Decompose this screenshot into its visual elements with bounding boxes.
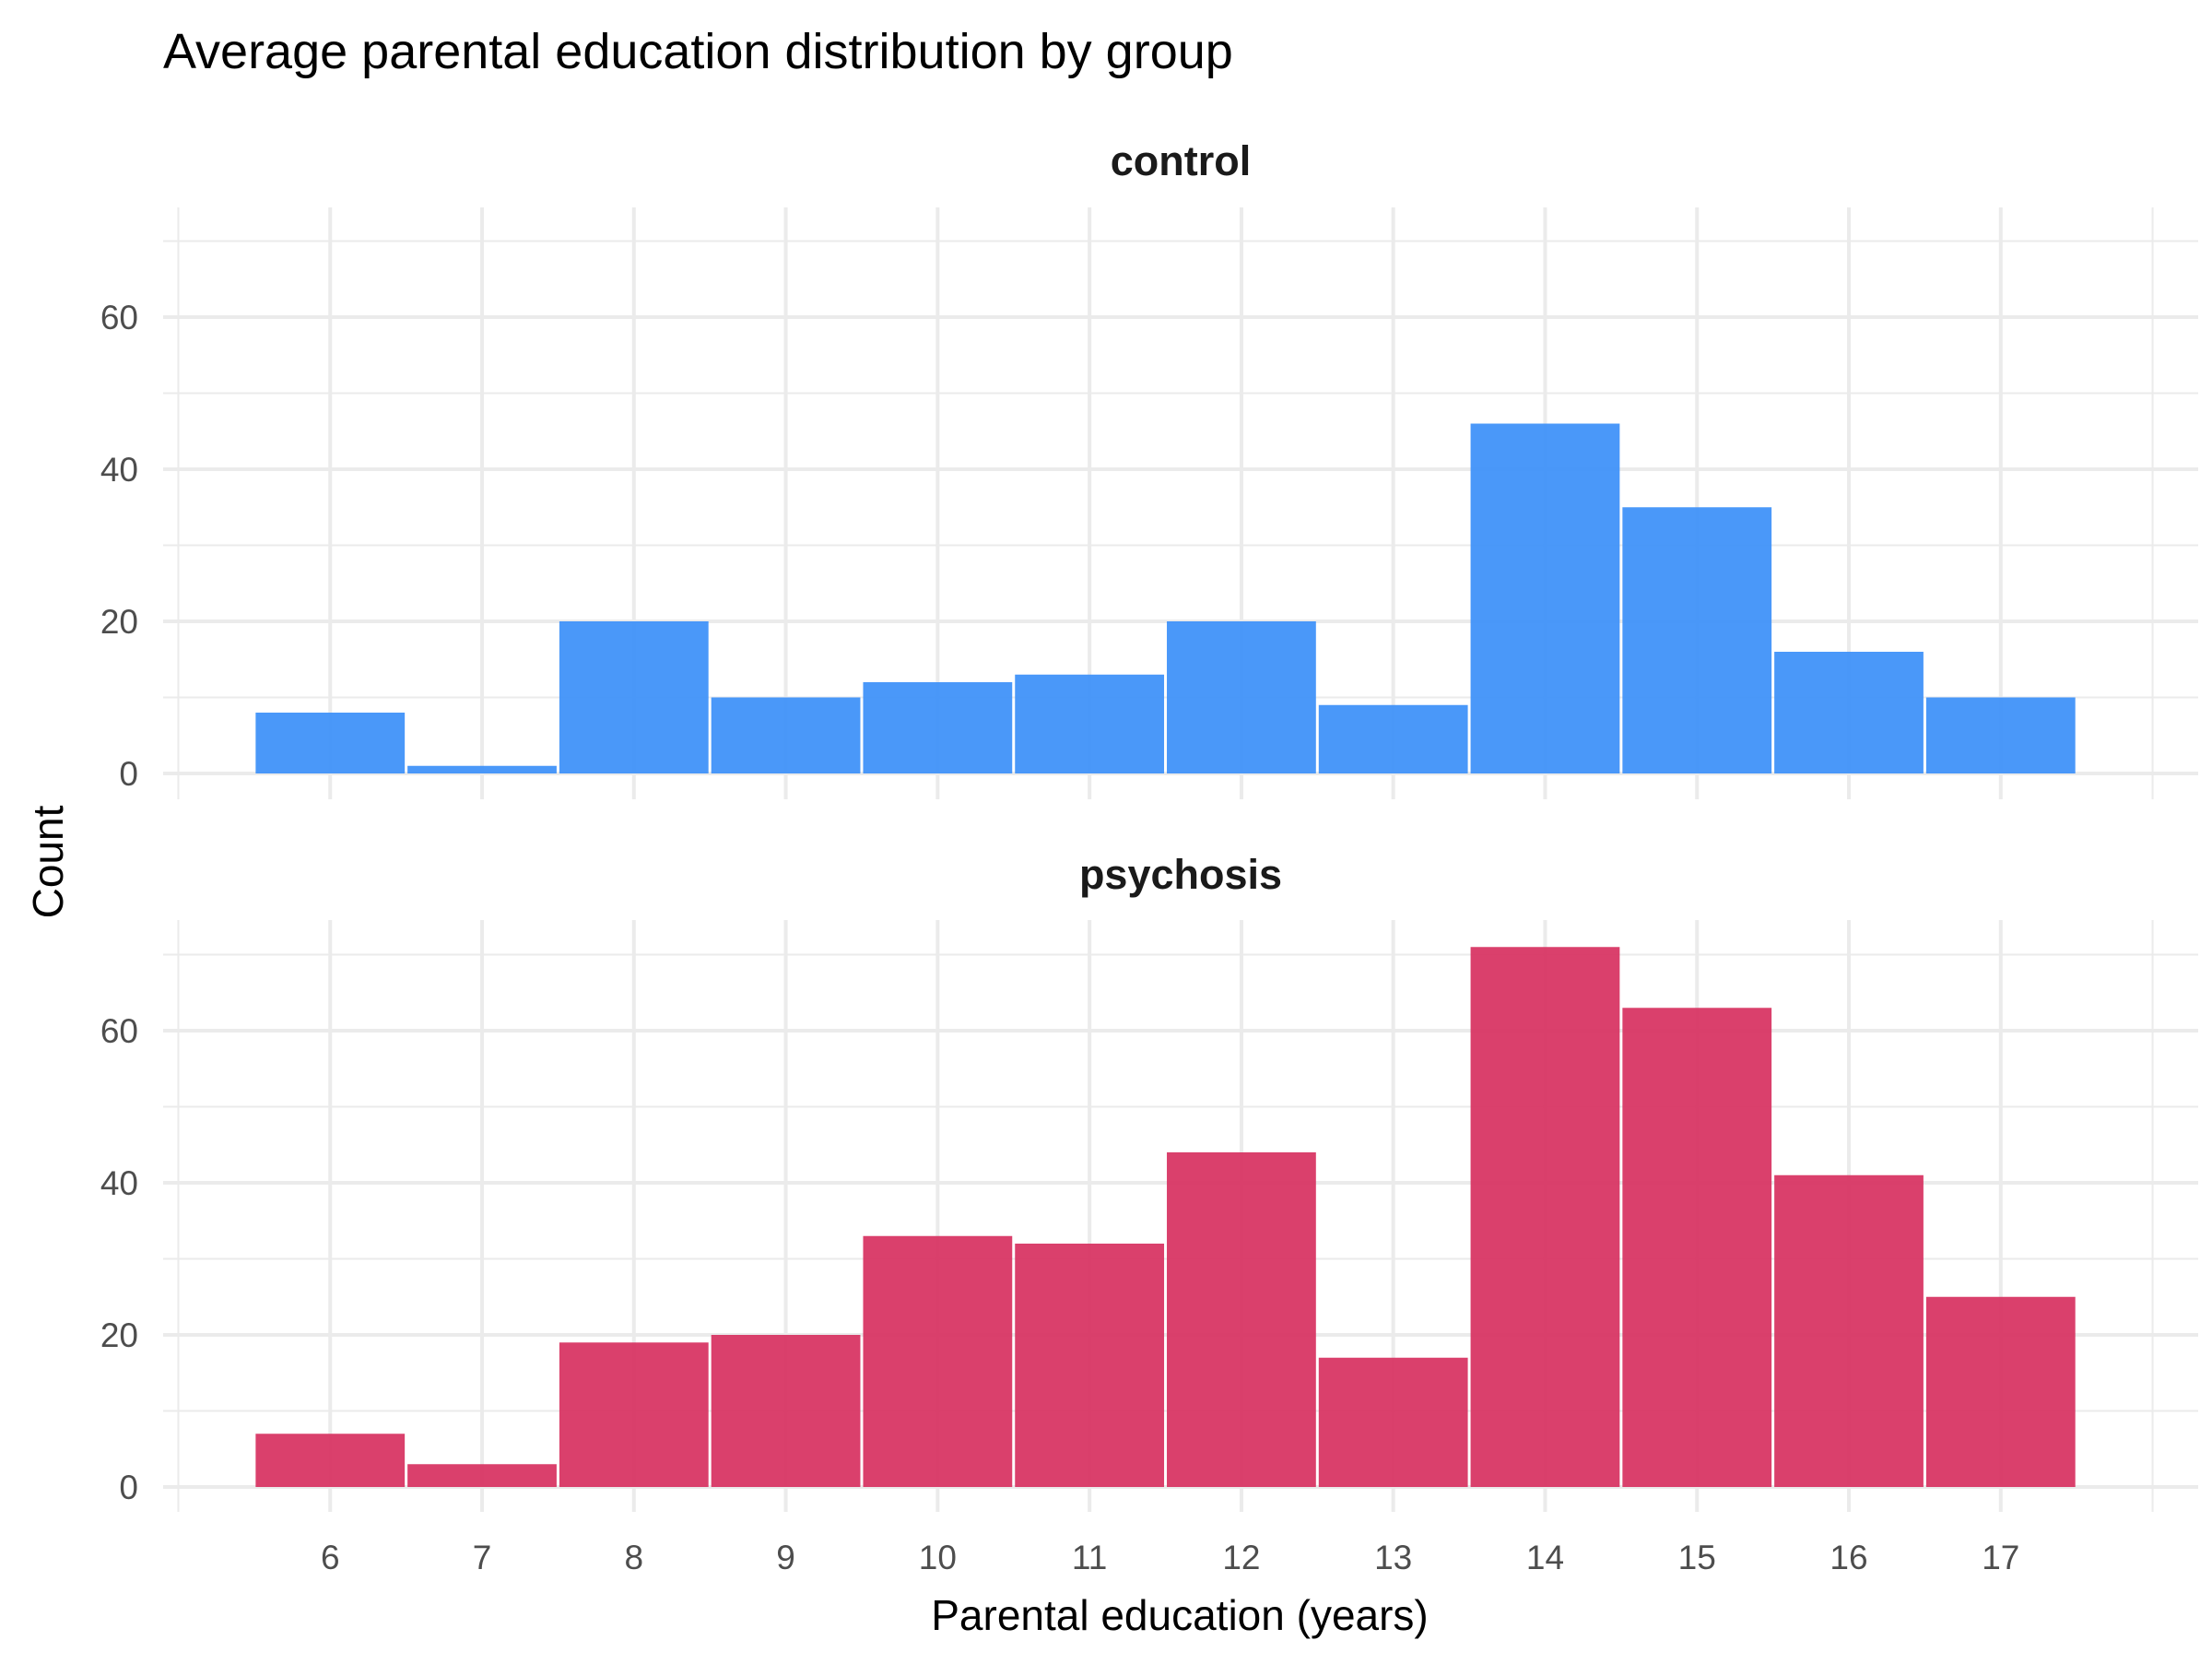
bar-psychosis-8	[559, 1342, 709, 1487]
x-tick-label: 16	[1830, 1539, 1867, 1576]
x-tick-label: 9	[776, 1539, 795, 1576]
bar-psychosis-13	[1318, 1357, 1468, 1487]
y-tick-label: 60	[100, 1012, 138, 1050]
y-tick-label: 40	[100, 451, 138, 489]
bar-psychosis-11	[1015, 1244, 1165, 1487]
x-tick-label: 13	[1374, 1539, 1412, 1576]
bar-control-10	[863, 682, 1013, 773]
chart-title: Average parental education distribution …	[163, 24, 1233, 79]
bar-control-11	[1015, 674, 1165, 773]
facet-label-control: control	[1111, 137, 1252, 184]
bar-psychosis-12	[1167, 1152, 1316, 1487]
bar-psychosis-14	[1470, 947, 1620, 1487]
bars	[255, 423, 2076, 773]
bar-control-12	[1167, 621, 1316, 773]
bar-control-9	[711, 697, 861, 773]
panel-psychosis: 0 20 40 60 psychosis	[100, 851, 2198, 1512]
bar-psychosis-9	[711, 1335, 861, 1487]
bar-control-17	[1925, 697, 2076, 773]
y-axis-tick-labels: 0 20 40 60	[100, 299, 138, 793]
panel-control: 0 20 40 60 control	[100, 137, 2198, 799]
y-tick-label: 20	[100, 603, 138, 641]
bar-control-6	[255, 713, 406, 773]
x-tick-label: 14	[1526, 1539, 1564, 1576]
bar-psychosis-16	[1774, 1174, 1924, 1487]
bar-control-8	[559, 621, 709, 773]
bar-control-16	[1774, 652, 1924, 773]
y-tick-label: 20	[100, 1316, 138, 1354]
x-tick-label: 12	[1222, 1539, 1260, 1576]
bar-control-7	[407, 765, 557, 773]
bar-psychosis-10	[863, 1235, 1013, 1487]
x-tick-label: 17	[1982, 1539, 2019, 1576]
y-tick-label: 0	[119, 1469, 138, 1506]
x-tick-label: 6	[321, 1539, 340, 1576]
bar-psychosis-17	[1925, 1296, 2076, 1487]
x-tick-label: 7	[473, 1539, 492, 1576]
y-axis-title: Count	[24, 805, 72, 918]
y-tick-label: 0	[119, 755, 138, 793]
bars	[255, 947, 2076, 1487]
x-tick-label: 8	[625, 1539, 644, 1576]
y-tick-label: 40	[100, 1164, 138, 1202]
bar-psychosis-6	[255, 1434, 406, 1487]
bar-control-13	[1318, 704, 1468, 773]
x-axis-tick-labels: 6 7 8 9 10 11 12 13 14 15 16 17	[321, 1539, 2019, 1576]
x-tick-label: 15	[1678, 1539, 1716, 1576]
x-tick-label: 11	[1072, 1539, 1107, 1576]
bar-psychosis-15	[1622, 1008, 1772, 1487]
y-tick-label: 60	[100, 299, 138, 336]
y-axis-tick-labels: 0 20 40 60	[100, 1012, 138, 1506]
facet-label-psychosis: psychosis	[1079, 851, 1282, 898]
facet-panels: 0 20 40 60 control 0 20 40 60 psychosis	[100, 137, 2198, 1512]
bar-psychosis-7	[407, 1464, 557, 1487]
bar-control-14	[1470, 423, 1620, 773]
bar-control-15	[1622, 507, 1772, 773]
x-axis-title: Parental education (years)	[931, 1591, 1429, 1639]
x-tick-label: 10	[919, 1539, 957, 1576]
